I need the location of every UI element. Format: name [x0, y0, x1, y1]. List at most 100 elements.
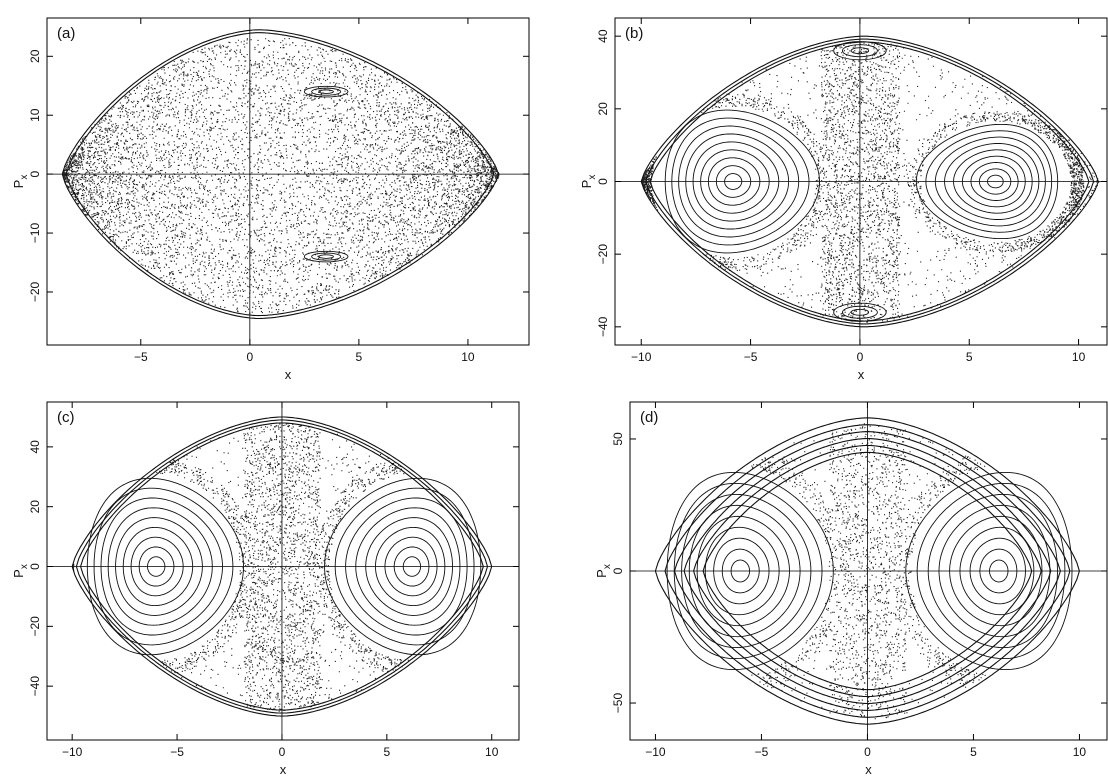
y-tick-label: 50 [611, 432, 625, 446]
y-tick-label: −40 [28, 676, 42, 697]
island-invariant-curve [949, 515, 1043, 627]
y-tick-label: −20 [28, 616, 42, 637]
small-island-curve [303, 85, 349, 98]
small-island-curve [303, 250, 349, 263]
island-invariant-curve [979, 548, 1018, 594]
phase-portrait [71, 416, 493, 717]
island-invariant-curve [681, 493, 812, 649]
x-tick-label: 10 [485, 745, 499, 759]
y-axis-label-subscript: x [19, 564, 30, 569]
island-invariant-curve [969, 537, 1026, 605]
outer-invariant-curve [702, 451, 1033, 691]
y-axis-label-subscript: x [602, 564, 613, 569]
island-invariant-curve [384, 536, 438, 597]
island-invariant-curve [402, 556, 422, 577]
island-invariant-curve [704, 526, 780, 616]
island-invariant-curve [707, 157, 761, 206]
panel-label: (b) [625, 25, 643, 42]
island-invariant-curve [953, 149, 1033, 214]
island-invariant-curve [905, 471, 1073, 671]
small-island-curve [318, 89, 334, 94]
y-tick-label: 0 [28, 170, 42, 177]
x-tick-label: 5 [966, 350, 973, 364]
small-island-curve [850, 308, 870, 316]
y-tick-label: −20 [596, 244, 610, 265]
outer-invariant-curve [664, 424, 1071, 718]
x-tick-label: 5 [970, 745, 977, 759]
panel-label: (a) [57, 25, 75, 42]
y-axis-label-subscript: x [587, 175, 598, 180]
island-invariant-curve [115, 517, 203, 616]
phase-portrait [61, 29, 500, 320]
island-invariant-curve [688, 504, 801, 638]
x-axis-label: x [285, 367, 292, 382]
island-invariant-curve [692, 141, 780, 222]
plot-frame [46, 17, 530, 346]
island-invariant-curve [355, 507, 461, 626]
x-axis-label: x [865, 762, 872, 777]
small-island-curve [850, 47, 870, 55]
y-tick-label: 0 [28, 563, 42, 570]
small-island-curve [833, 302, 887, 322]
small-island-curve [311, 252, 342, 261]
y-tick-label: −10 [28, 223, 42, 244]
island-invariant-curve [989, 559, 1009, 583]
outer-invariant-curve [80, 422, 484, 711]
phase-portrait [654, 417, 1080, 725]
outer-invariant-curve [683, 437, 1052, 705]
y-tick-label: 10 [28, 108, 42, 122]
x-tick-label: −5 [170, 745, 184, 759]
y-axis-label-subscript: x [19, 175, 30, 180]
y-tick-label: −20 [28, 281, 42, 302]
island-invariant-curve [678, 125, 800, 238]
small-island-curve [841, 44, 878, 58]
plot-frame [46, 401, 520, 741]
outer-invariant-curve [645, 38, 1095, 325]
outer-invariant-curve [673, 431, 1061, 711]
x-axis-label: x [280, 762, 287, 777]
outer-invariant-curve [61, 29, 500, 320]
outer-invariant-curve [65, 32, 495, 317]
outer-invariant-curve [75, 419, 489, 714]
island-invariant-curve [130, 536, 184, 597]
small-island-curve [841, 305, 878, 319]
island-invariant-curve [916, 482, 1066, 660]
island-invariant-curve [978, 168, 1012, 195]
x-tick-label: 0 [864, 745, 871, 759]
y-tick-label: 0 [611, 567, 625, 574]
x-tick-label: 0 [246, 350, 253, 364]
island-invariant-curve [938, 504, 1051, 638]
y-tick-label: 40 [596, 29, 610, 43]
island-invariant-curve [730, 559, 751, 583]
y-tick-label: 20 [28, 500, 42, 514]
chaotic-sea [72, 423, 409, 712]
small-island-curve [833, 41, 887, 61]
island-invariant-curve [970, 162, 1019, 201]
island-invariant-curve [927, 493, 1058, 649]
island-invariant-curve [671, 117, 810, 246]
island-invariant-curve [673, 482, 823, 660]
island-invariant-curve [93, 487, 234, 646]
island-invariant-curve [138, 546, 175, 587]
x-tick-label: 5 [356, 350, 363, 364]
small-island-curve [318, 254, 334, 259]
x-tick-label: 5 [383, 745, 390, 759]
outer-invariant-curve [640, 35, 1099, 328]
x-tick-label: 0 [279, 745, 286, 759]
island-invariant-curve [107, 507, 213, 626]
x-tick-label: −10 [645, 745, 666, 759]
island-invariant-curve [374, 526, 446, 607]
island-invariant-curve [959, 526, 1035, 616]
x-tick-label: 0 [857, 350, 864, 364]
y-tick-label: 40 [28, 440, 42, 454]
panel-label: (d) [640, 409, 658, 426]
island-invariant-curve [365, 517, 453, 616]
x-tick-label: 10 [1073, 745, 1087, 759]
x-tick-label: −5 [134, 350, 148, 364]
island-invariant-curve [713, 537, 770, 605]
island-invariant-curve [724, 173, 743, 190]
island-invariant-curve [934, 136, 1046, 227]
y-tick-label: −40 [596, 316, 610, 337]
